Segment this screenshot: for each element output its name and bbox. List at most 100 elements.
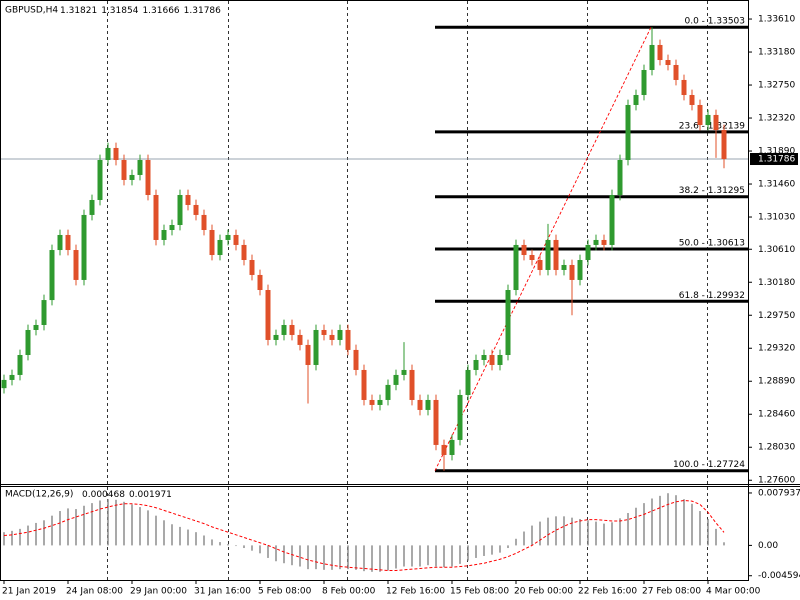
candle-body <box>441 444 447 455</box>
candle-body <box>449 439 455 455</box>
y-tick-label: 1.28030 <box>758 443 795 453</box>
candle-body <box>305 344 311 365</box>
candle-body <box>593 239 599 245</box>
candle-body <box>401 369 407 375</box>
candle-body <box>337 329 343 340</box>
candle-body <box>297 334 303 345</box>
candle-body <box>537 259 543 270</box>
candle-body <box>1 379 7 389</box>
fib-label: 23.6 - 1.32139 <box>679 121 745 131</box>
candle-body <box>17 355 23 375</box>
candle-body <box>553 239 559 270</box>
candle-body <box>721 130 727 160</box>
candle-body <box>273 334 279 340</box>
candle-body <box>649 44 655 70</box>
x-tick-label: 27 Feb 08:00 <box>642 587 701 597</box>
candle-body <box>49 250 55 301</box>
candle-body <box>185 195 191 205</box>
candle-body <box>73 250 79 280</box>
candle-body <box>617 160 623 196</box>
y2-tick-label: 0.00 <box>758 541 778 551</box>
y-tick-label: 1.29750 <box>758 311 795 321</box>
fib-label: 50.0 - 1.30613 <box>679 239 745 249</box>
plot-layer: 1.33610 1.33180 1.32750 1.32320 1.31890 1.314… <box>1 15 800 597</box>
candle-body <box>145 160 151 196</box>
x-tick-label: 24 Jan 08:00 <box>66 587 123 597</box>
candle-body <box>233 234 239 245</box>
y-tick-label: 1.33610 <box>758 15 795 25</box>
y-tick-label: 1.28890 <box>758 377 795 387</box>
candle-body <box>625 104 631 161</box>
candle-body <box>289 324 295 335</box>
candle-body <box>97 160 103 200</box>
candle-body <box>345 329 351 350</box>
candle-body <box>569 264 575 280</box>
fib-label: 0.0 - 1.33503 <box>685 17 746 27</box>
candle-body <box>201 214 207 230</box>
candle-body <box>457 394 463 440</box>
candle-body <box>481 355 487 360</box>
candle-body <box>609 195 615 245</box>
y-tick-label: 1.29320 <box>758 344 795 354</box>
candle-body <box>65 234 71 251</box>
x-tick-label: 22 Feb 16:00 <box>578 587 637 597</box>
x-tick-label: 21 Jan 2019 <box>2 587 56 597</box>
candle-body <box>177 195 183 226</box>
current-price-label: 1.31786 <box>758 155 795 165</box>
candle-body <box>161 229 167 240</box>
candle-body <box>641 69 647 96</box>
header-value: 0.000468 <box>82 490 125 500</box>
x-tick-label: 8 Feb 00:00 <box>322 587 376 597</box>
candle-body <box>225 234 231 240</box>
candle-body <box>657 44 663 61</box>
candle-body <box>673 65 679 80</box>
candle-body <box>9 374 15 380</box>
x-tick-label: 31 Jan 16:00 <box>194 587 251 597</box>
candle-body <box>433 399 439 445</box>
candle-body <box>489 355 495 365</box>
candle-body <box>209 229 215 256</box>
candle-body <box>545 239 551 270</box>
header-value: 1.31821 <box>60 6 97 16</box>
candle-body <box>577 259 583 280</box>
y-tick-label: 1.31460 <box>758 180 795 190</box>
candle-body <box>57 234 63 251</box>
candle-body <box>385 384 391 400</box>
candle-body <box>89 199 95 215</box>
x-tick-label: 5 Feb 08:00 <box>258 587 312 597</box>
symbol-title: GBPUSD,H4 <box>5 6 58 16</box>
candle-body <box>249 259 255 275</box>
y-tick-label: 1.31890 <box>758 147 795 157</box>
candle-body <box>113 147 119 161</box>
y-tick-label: 1.33180 <box>758 48 795 58</box>
fib-trendline <box>434 27 652 471</box>
candle-body <box>137 160 143 175</box>
candle-body <box>265 290 271 340</box>
candle-body <box>705 114 711 126</box>
candle-body <box>169 225 175 230</box>
y-tick-label: 1.28460 <box>758 410 795 420</box>
y-tick-label: 1.31030 <box>758 213 795 223</box>
candle-body <box>497 355 503 365</box>
y-tick-label: 1.30610 <box>758 245 795 255</box>
fib-label: 100.0 - 1.27724 <box>673 460 745 470</box>
candle-body <box>377 399 383 405</box>
candle-body <box>505 290 511 356</box>
candle-body <box>561 264 567 270</box>
x-tick-label: 4 Mar 00:00 <box>706 587 761 597</box>
candle-body <box>361 369 367 400</box>
y2-tick-label: -0.004594 <box>758 571 800 581</box>
candle-body <box>697 104 703 126</box>
candle-body <box>257 274 263 291</box>
x-tick-label: 15 Feb 08:00 <box>450 587 509 597</box>
candle-body <box>281 324 287 335</box>
header-value: 1.31854 <box>101 6 138 16</box>
y2-tick-label: 0.007937 <box>758 488 800 498</box>
candle-body <box>241 244 247 260</box>
header-values: 1.31821 1.31854 1.31666 1.31786 <box>60 6 221 16</box>
candle-body <box>81 214 87 280</box>
candle-body <box>425 399 431 410</box>
candle-body <box>393 374 399 385</box>
x-tick-label: 12 Feb 16:00 <box>386 587 445 597</box>
